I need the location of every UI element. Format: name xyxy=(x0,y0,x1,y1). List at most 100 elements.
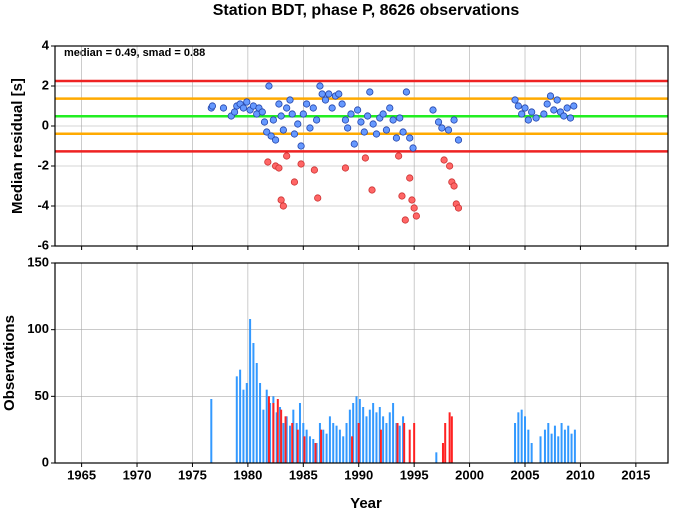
point xyxy=(219,104,228,112)
bar xyxy=(252,343,255,463)
point xyxy=(446,162,454,170)
point xyxy=(290,178,299,186)
bar xyxy=(563,429,566,463)
point xyxy=(511,96,519,104)
point xyxy=(444,126,453,134)
point xyxy=(316,82,324,90)
x-tick-label: 1995 xyxy=(400,467,429,482)
point xyxy=(277,196,285,204)
bar xyxy=(320,429,323,463)
point xyxy=(566,114,575,122)
bar xyxy=(259,383,262,463)
point xyxy=(570,102,578,110)
x-tick-label: 1980 xyxy=(233,467,262,482)
bar xyxy=(265,389,268,463)
bar xyxy=(520,409,523,463)
bar xyxy=(573,429,576,463)
point xyxy=(409,144,417,152)
point xyxy=(263,128,271,136)
point xyxy=(386,104,394,112)
point xyxy=(279,126,287,134)
bar xyxy=(291,423,294,463)
point xyxy=(350,140,358,148)
point xyxy=(438,124,446,132)
point xyxy=(290,130,299,138)
bar xyxy=(249,319,252,463)
x-axis-label: Year xyxy=(350,495,382,511)
bar xyxy=(408,429,411,463)
bar xyxy=(296,429,299,463)
point xyxy=(335,90,343,98)
bar xyxy=(567,425,570,463)
bar xyxy=(392,403,395,463)
bar xyxy=(379,429,382,463)
bar xyxy=(388,412,391,463)
point xyxy=(392,134,401,142)
bar xyxy=(289,425,292,463)
bar xyxy=(557,436,560,463)
point xyxy=(514,102,522,110)
point xyxy=(382,126,391,134)
point xyxy=(325,90,333,98)
y-tick-label: -2 xyxy=(37,157,49,172)
point xyxy=(366,88,374,96)
point xyxy=(344,124,352,132)
bar xyxy=(322,429,325,463)
point xyxy=(540,110,548,118)
y-tick-label: 100 xyxy=(27,321,49,336)
bar xyxy=(342,436,345,463)
y-tick-label: 50 xyxy=(35,388,49,403)
bar xyxy=(362,407,365,463)
point xyxy=(294,120,302,128)
bar xyxy=(267,396,270,463)
point xyxy=(303,100,311,108)
bar xyxy=(298,403,301,463)
point xyxy=(338,100,346,108)
bar xyxy=(295,423,298,463)
bar xyxy=(242,389,245,463)
bar xyxy=(276,399,279,463)
point xyxy=(271,136,280,144)
point xyxy=(553,96,561,104)
bar xyxy=(413,423,416,463)
bar xyxy=(550,433,553,463)
point xyxy=(379,110,387,118)
point xyxy=(230,108,239,116)
bar xyxy=(355,396,358,463)
point xyxy=(543,100,551,108)
bar xyxy=(210,399,213,463)
bar xyxy=(328,416,331,463)
point xyxy=(454,204,463,212)
point xyxy=(318,90,326,98)
point xyxy=(401,216,409,224)
point xyxy=(546,92,555,100)
point xyxy=(328,104,336,112)
bar xyxy=(302,423,305,463)
bar xyxy=(441,443,444,463)
y-tick-label: 0 xyxy=(42,454,49,469)
point xyxy=(313,116,321,124)
point xyxy=(286,96,294,104)
bar xyxy=(517,412,520,463)
point xyxy=(239,104,248,112)
bar xyxy=(365,416,368,463)
x-tick-label: 1975 xyxy=(178,467,207,482)
point xyxy=(528,108,536,116)
bar xyxy=(352,403,355,463)
bar xyxy=(530,443,533,463)
bar xyxy=(543,429,546,463)
point xyxy=(306,124,314,132)
point xyxy=(269,116,277,124)
point xyxy=(275,100,283,108)
point xyxy=(357,118,365,126)
point xyxy=(524,116,532,124)
y-tick-label: -4 xyxy=(37,197,49,212)
point xyxy=(389,116,397,124)
bar xyxy=(345,423,348,463)
point xyxy=(341,164,350,172)
point xyxy=(406,174,414,182)
chart-title: Station BDT, phase P, 8626 observations xyxy=(213,2,520,19)
point xyxy=(288,110,296,118)
bar xyxy=(560,423,563,463)
point xyxy=(310,166,318,174)
